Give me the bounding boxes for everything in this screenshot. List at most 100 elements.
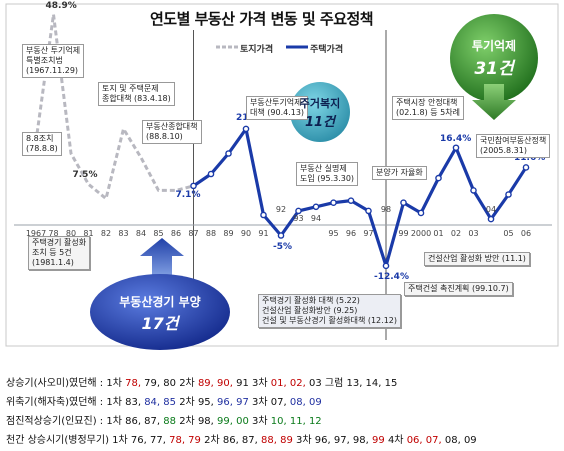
housing-price-line <box>192 127 528 268</box>
x-tick-80: 80 <box>65 229 77 238</box>
cycle-note-prefix: 1차 <box>106 378 126 389</box>
cycle-note-label: 상승기(사오미)였던해 : <box>6 378 107 389</box>
callout-speculation-count: 31건 <box>474 59 514 79</box>
chart-canvas <box>5 3 559 350</box>
data-label-81: 7.5% <box>72 170 98 181</box>
cycle-note-years: 13, 14, 15 <box>346 378 398 389</box>
cycle-note-years: 84, 85 <box>144 397 176 408</box>
x-tick-83: 83 <box>118 229 129 238</box>
x-tick-90: 90 <box>240 229 252 238</box>
policy-annotation-line: 주택경기 활성화 <box>32 238 87 247</box>
x-tick-94: 94 <box>310 214 322 223</box>
cycle-note-years: 78, <box>125 378 141 389</box>
x-tick-82: 82 <box>100 229 112 238</box>
cycle-note-prefix: 그럼 <box>324 378 347 389</box>
callout-bubble-speculation <box>450 14 538 102</box>
housing-point-97 <box>365 207 372 215</box>
x-tick-87: 87 <box>188 229 199 238</box>
housing-point-94 <box>312 203 320 211</box>
policy-annotation-line: (78.8.8) <box>26 144 58 153</box>
cycle-note-years: 96, 97, 98, <box>314 435 373 446</box>
policy-annotation-line: (2005.8.31) <box>480 146 527 155</box>
data-label-92: -5% <box>273 241 293 252</box>
housing-point-02 <box>452 144 460 152</box>
cycle-note-row: 위축기(해자축)였던해 : 1차 83, 84, 85 2차 95, 96, 9… <box>6 393 477 412</box>
policy-annotation-1: 8.8조치 (78.8.8) <box>22 132 62 156</box>
up-arrow-shape <box>140 238 184 280</box>
cycle-note-prefix: 3차 <box>296 435 315 446</box>
cycle-note-years: 78, 79 <box>169 435 201 446</box>
legend-housing-swatch <box>286 45 308 49</box>
x-tick-04: 04 <box>485 205 497 214</box>
x-tick-86: 86 <box>170 229 182 238</box>
x-tick-92: 92 <box>275 205 287 214</box>
legend-land-label: 토지가격 <box>240 45 274 55</box>
housing-point-90 <box>242 125 250 133</box>
policy-annotation-line: 주택경기 활성화 대책 (5.22) <box>262 296 360 305</box>
housing-point-2000 <box>417 209 425 217</box>
x-tick-2000: 2000 <box>410 229 432 238</box>
cycle-note-prefix: 1차 <box>106 397 126 408</box>
policy-annotation-10: 주택경기 활성화 대책 (5.22) 건설산업 활성화방안 (9.25) 건설 및 … <box>258 294 401 328</box>
policy-annotation-9: 주택경기 활성화 조치 등 5건 (1981.1.4) <box>28 236 91 270</box>
x-tick-06: 06 <box>520 229 532 238</box>
data-label-02: 16.4% <box>440 133 472 144</box>
cycle-note-prefix: 2차 <box>179 397 198 408</box>
callout-stimulus: 부동산경기 부양 17건 <box>90 290 230 336</box>
cycle-note-years: 08, 09 <box>444 435 477 446</box>
policy-annotation-line: 주택건설 촉진계획 (99.10.7) <box>408 284 509 293</box>
housing-point-88 <box>207 170 215 178</box>
policy-annotation-line: 종합대책 (83.4.18) <box>102 94 171 103</box>
policy-annotation-5: 부동산 실명제 도입 (95.3.30) <box>296 162 359 186</box>
cycle-note-years: 10, 11, 12 <box>270 416 322 427</box>
x-tick-78: 78 <box>48 229 59 238</box>
policy-annotation-4: 부동산투기억제 대책 (90.4.13) <box>246 96 309 120</box>
cycle-note-years: 07, <box>270 397 290 408</box>
housing-point-03 <box>470 187 477 194</box>
cycle-note-prefix: 4차 <box>387 435 407 446</box>
cycle-note-prefix: 2차 <box>204 435 223 446</box>
policy-annotation-line: 조치 등 5건 <box>32 248 72 257</box>
policy-annotation-line: 부동산투기억제 <box>250 98 302 107</box>
cycle-notes: 상승기(사오미)였던해 : 1차 78, 79, 80 2차 89, 90, 9… <box>6 374 477 450</box>
cycle-note-years: 08, 09 <box>289 397 322 408</box>
cycle-note-years: 88, 89 <box>261 435 293 446</box>
housing-point-01 <box>435 174 442 182</box>
callout-welfare-count: 11건 <box>304 114 336 130</box>
cycle-note-prefix: 3차 <box>252 416 271 427</box>
policy-annotation-line: 건설산업 활성화 방안 (11.1) <box>428 254 526 263</box>
cycle-note-years: 83, <box>125 397 145 408</box>
cycle-note-years: 79, 80 <box>141 378 176 389</box>
housing-point-04 <box>487 215 495 223</box>
cycle-note-prefix: 2차 <box>179 378 198 389</box>
x-tick-98: 98 <box>380 205 392 214</box>
x-tick-99: 99 <box>398 229 409 238</box>
cycle-note-years: 99 <box>372 435 385 446</box>
cycle-note-prefix: 2차 <box>179 416 198 427</box>
policy-annotation-line: 부동산 투기억제 <box>26 46 81 55</box>
legend-land-swatch <box>216 45 238 49</box>
policy-annotation-line: 분양가 자율화 <box>376 168 423 177</box>
housing-point-95 <box>330 199 337 206</box>
policy-annotation-line: 특별조치법 <box>26 56 63 65</box>
policy-annotation-line: (1981.1.4) <box>32 258 74 267</box>
policy-annotation-line: 대책 (90.4.13) <box>250 108 305 117</box>
cycle-note-years: 86, 87, <box>222 435 262 446</box>
cycle-note-years: 89, 90, <box>197 378 233 389</box>
x-tick-88: 88 <box>205 229 217 238</box>
policy-annotation-8: 국민참여부동산정책 (2005.8.31) <box>476 134 551 158</box>
housing-point-89 <box>225 150 232 157</box>
cycle-note-prefix: 3차 <box>252 397 271 408</box>
housing-point-05 <box>505 191 512 198</box>
cycle-note-years: 95, <box>197 397 218 408</box>
down-arrow-shape <box>472 84 516 120</box>
policy-annotation-line: 건설 및 부동산경기 활성화대책 (12.12) <box>262 316 397 325</box>
x-tick-03: 03 <box>468 229 479 238</box>
data-label-78: 48.9% <box>45 0 77 11</box>
x-tick-84: 84 <box>135 229 147 238</box>
housing-point-92 <box>277 232 285 239</box>
x-tick-97: 97 <box>363 229 374 238</box>
x-tick-81: 81 <box>83 229 94 238</box>
housing-point-96 <box>347 197 355 204</box>
policy-annotation-6: 분양가 자율화 <box>372 166 427 180</box>
